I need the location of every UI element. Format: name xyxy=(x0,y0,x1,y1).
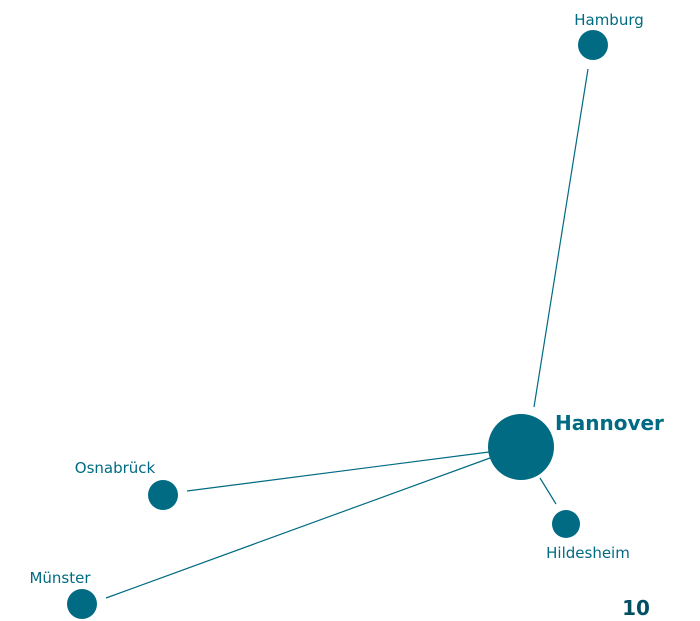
page-number: 10 xyxy=(622,596,650,620)
node xyxy=(148,480,178,510)
edge xyxy=(186,451,490,492)
node xyxy=(552,510,580,538)
node-label: Osnabrück xyxy=(75,459,156,477)
hub-label: Hannover xyxy=(555,411,664,435)
node-label: Hamburg xyxy=(574,11,644,29)
edge xyxy=(533,68,589,408)
node-label: Münster xyxy=(29,569,91,587)
node-label: Hildesheim xyxy=(546,544,630,562)
node xyxy=(67,589,97,619)
node xyxy=(578,30,608,60)
edge xyxy=(539,477,557,505)
hub-node xyxy=(488,414,554,480)
edge xyxy=(105,457,491,599)
